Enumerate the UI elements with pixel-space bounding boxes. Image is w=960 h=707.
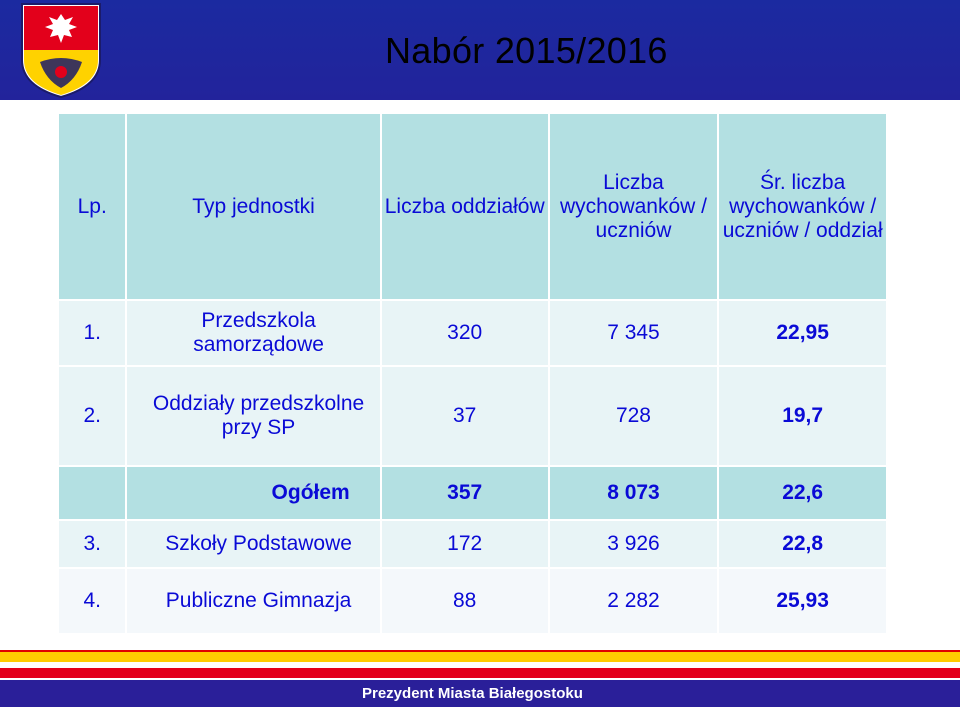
table-row: 1. Przedszkola samorządowe 320 7 345 22,… xyxy=(56,299,888,367)
col-header-lp: Lp. xyxy=(56,112,128,301)
cell-srednia: 25,93 xyxy=(717,567,888,635)
cell-oddzialy: 37 xyxy=(379,365,550,467)
cell-srednia: 22,8 xyxy=(717,519,888,569)
cell-oddzialy: 88 xyxy=(379,567,550,635)
cell-srednia: 22,6 xyxy=(717,465,888,521)
table-row: 2. Oddziały przedszkolne przy SP 37 728 … xyxy=(56,365,888,467)
header-band xyxy=(0,0,960,100)
cell-lp: 4. xyxy=(56,567,128,635)
cell-typ: Publiczne Gimnazja xyxy=(125,567,382,635)
cell-typ: Ogółem xyxy=(125,465,382,521)
cell-uczniowie: 2 282 xyxy=(547,567,720,635)
cell-oddzialy: 320 xyxy=(379,299,550,367)
bialystok-coat-of-arms-icon xyxy=(21,3,101,99)
slide-footer: Prezydent Miasta Białegostoku xyxy=(0,680,960,707)
cell-lp: 3. xyxy=(56,519,128,569)
table-row-total: Ogółem 357 8 073 22,6 xyxy=(56,465,888,521)
cell-typ: Oddziały przedszkolne przy SP xyxy=(125,365,382,467)
cell-lp: 2. xyxy=(56,365,128,467)
cell-lp: 1. xyxy=(56,299,128,367)
cell-uczniowie: 728 xyxy=(547,365,720,467)
footer-color-bands xyxy=(0,650,960,680)
cell-typ: Szkoły Podstawowe xyxy=(125,519,382,569)
col-header-typ: Typ jednostki xyxy=(125,112,382,301)
cell-typ: Przedszkola samorządowe xyxy=(125,299,382,367)
col-header-srednia: Śr. liczba wychowanków / uczniów / oddzi… xyxy=(717,112,888,301)
page-title: Nabór 2015/2016 xyxy=(385,30,668,71)
cell-uczniowie: 3 926 xyxy=(547,519,720,569)
footer-band-red xyxy=(0,668,960,678)
cell-srednia: 19,7 xyxy=(717,365,888,467)
footer-text: Prezydent Miasta Białegostoku xyxy=(362,685,583,702)
slide-header: Nabór 2015/2016 xyxy=(0,0,960,100)
col-header-uczniowie: Liczba wychowanków / uczniów xyxy=(547,112,720,301)
cell-srednia: 22,95 xyxy=(717,299,888,367)
cell-lp xyxy=(56,465,128,521)
col-header-oddzialy: Liczba oddziałów xyxy=(379,112,550,301)
enrollment-table: Lp. Typ jednostki Liczba oddziałów Liczb… xyxy=(56,112,888,635)
cell-uczniowie: 7 345 xyxy=(547,299,720,367)
footer-band-white xyxy=(0,662,960,668)
table-row: 4. Publiczne Gimnazja 88 2 282 25,93 xyxy=(56,567,888,635)
cell-oddzialy: 172 xyxy=(379,519,550,569)
cell-uczniowie: 8 073 xyxy=(547,465,720,521)
cell-oddzialy: 357 xyxy=(379,465,550,521)
table-row: 3. Szkoły Podstawowe 172 3 926 22,8 xyxy=(56,519,888,569)
table-header-row: Lp. Typ jednostki Liczba oddziałów Liczb… xyxy=(56,112,888,301)
footer-band-yellow xyxy=(0,650,960,664)
